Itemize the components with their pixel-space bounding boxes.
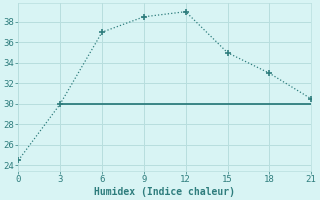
X-axis label: Humidex (Indice chaleur): Humidex (Indice chaleur) [94, 186, 235, 197]
